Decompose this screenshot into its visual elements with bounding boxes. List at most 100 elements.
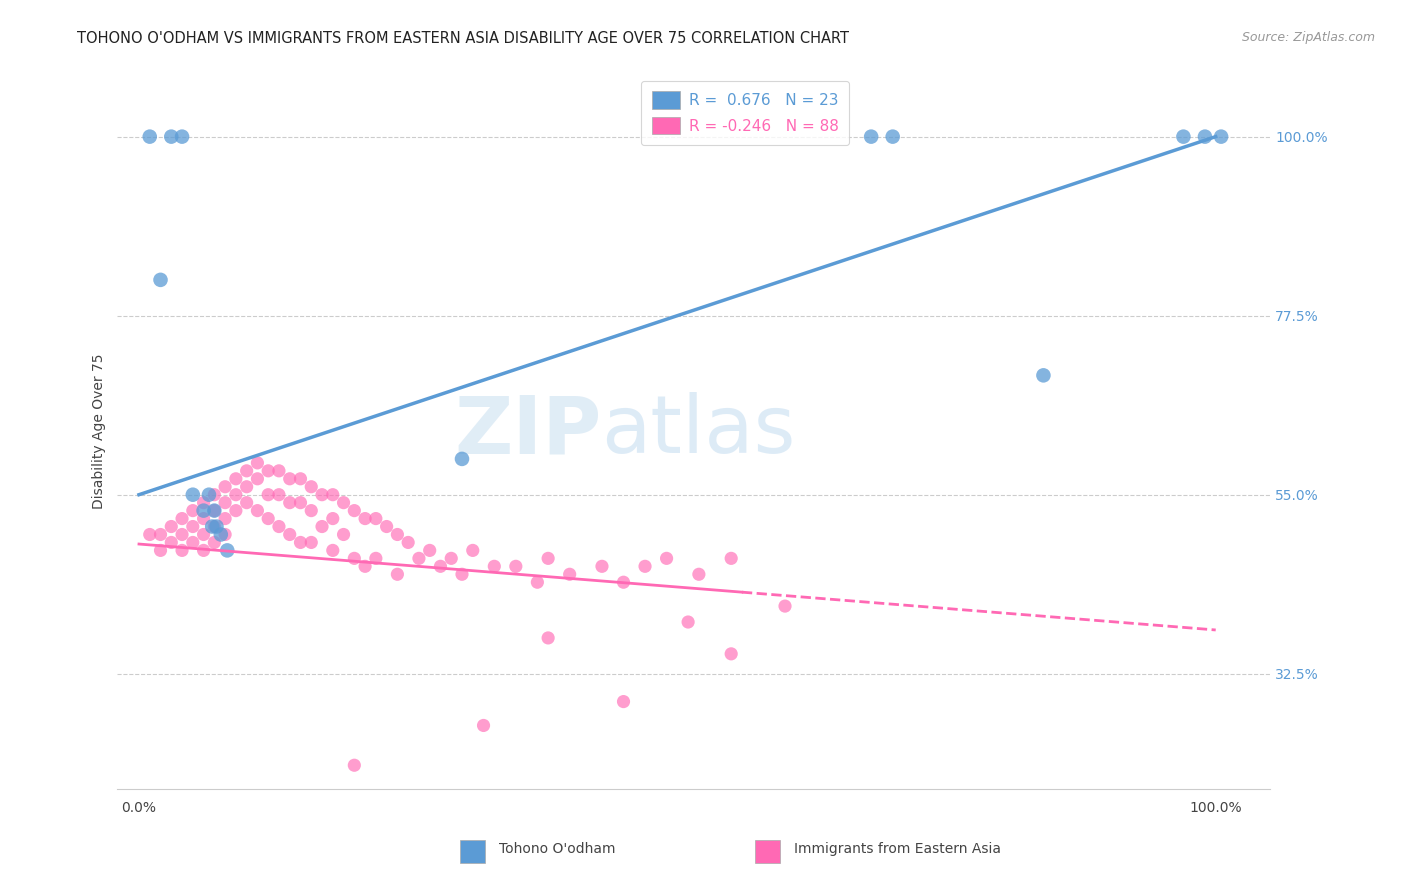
Point [612,695,634,709]
Point [149,543,172,558]
Point [484,559,506,574]
Point [193,511,215,525]
Point [472,718,495,732]
Point [311,488,333,502]
Point [181,519,204,533]
Text: TOHONO O'ODHAM VS IMMIGRANTS FROM EASTERN ASIA DISABILITY AGE OVER 75 CORRELATIO: TOHONO O'ODHAM VS IMMIGRANTS FROM EASTER… [77,31,849,46]
Point [181,535,204,549]
Point [429,559,451,574]
Point [235,464,257,478]
Text: Tohono O'odham: Tohono O'odham [499,842,616,856]
Y-axis label: Disability Age Over 75: Disability Age Over 75 [93,353,107,508]
Point [267,464,290,478]
Point [676,615,699,629]
Point [364,511,387,525]
Point [558,567,581,582]
Point [396,535,419,549]
Point [311,519,333,533]
Point [139,129,162,144]
Point [299,503,322,517]
Point [322,543,344,558]
Point [343,503,366,517]
Point [202,519,225,533]
Point [170,129,193,144]
Point [634,559,657,574]
Point [202,488,225,502]
Point [225,472,247,486]
Point [170,543,193,558]
Point [1032,368,1054,383]
Point [246,503,269,517]
Point [209,527,232,541]
Point [591,559,613,574]
Text: ZIP: ZIP [454,392,602,470]
Point [201,519,224,533]
Point [181,503,204,517]
Point [1173,129,1195,144]
Point [149,527,172,541]
Point [375,519,398,533]
Point [354,559,377,574]
Point [299,535,322,549]
Point [257,464,280,478]
Point [202,503,225,517]
Point [537,631,560,645]
Point [505,559,527,574]
Point [322,488,344,502]
Point [408,551,430,566]
Point [235,480,257,494]
Point [387,527,409,541]
Point [217,543,239,558]
Point [202,503,225,517]
Point [343,758,366,772]
Point [387,567,409,582]
Point [160,519,183,533]
Point [451,451,474,466]
Point [322,511,344,525]
Point [160,129,183,144]
Point [882,129,904,144]
Point [160,535,183,549]
Point [364,551,387,566]
Point [290,496,312,510]
Point [246,472,269,486]
Point [278,496,301,510]
Point [278,527,301,541]
Point [202,535,225,549]
Point [343,551,366,566]
Point [655,551,678,566]
Point [720,551,742,566]
Point [246,456,269,470]
Legend: R =  0.676   N = 23, R = -0.246   N = 88: R = 0.676 N = 23, R = -0.246 N = 88 [641,80,849,145]
Point [290,472,312,486]
Point [720,647,742,661]
Point [267,488,290,502]
Point [440,551,463,566]
Text: Source: ZipAtlas.com: Source: ZipAtlas.com [1241,31,1375,45]
Point [278,472,301,486]
Point [860,129,883,144]
Point [170,511,193,525]
Point [1209,129,1232,144]
Point [354,511,377,525]
Point [257,511,280,525]
Point [193,496,215,510]
Text: Immigrants from Eastern Asia: Immigrants from Eastern Asia [794,842,1001,856]
Point [235,496,257,510]
Point [181,488,204,502]
Point [332,527,354,541]
Point [419,543,441,558]
Point [526,575,548,590]
Point [688,567,710,582]
Point [461,543,484,558]
Point [537,551,560,566]
Text: atlas: atlas [602,392,796,470]
Point [193,543,215,558]
Point [299,480,322,494]
Point [214,527,236,541]
Point [225,503,247,517]
Text: 0.0%: 0.0% [121,801,156,815]
Point [139,527,162,541]
Text: 100.0%: 100.0% [1189,801,1241,815]
Point [198,488,221,502]
